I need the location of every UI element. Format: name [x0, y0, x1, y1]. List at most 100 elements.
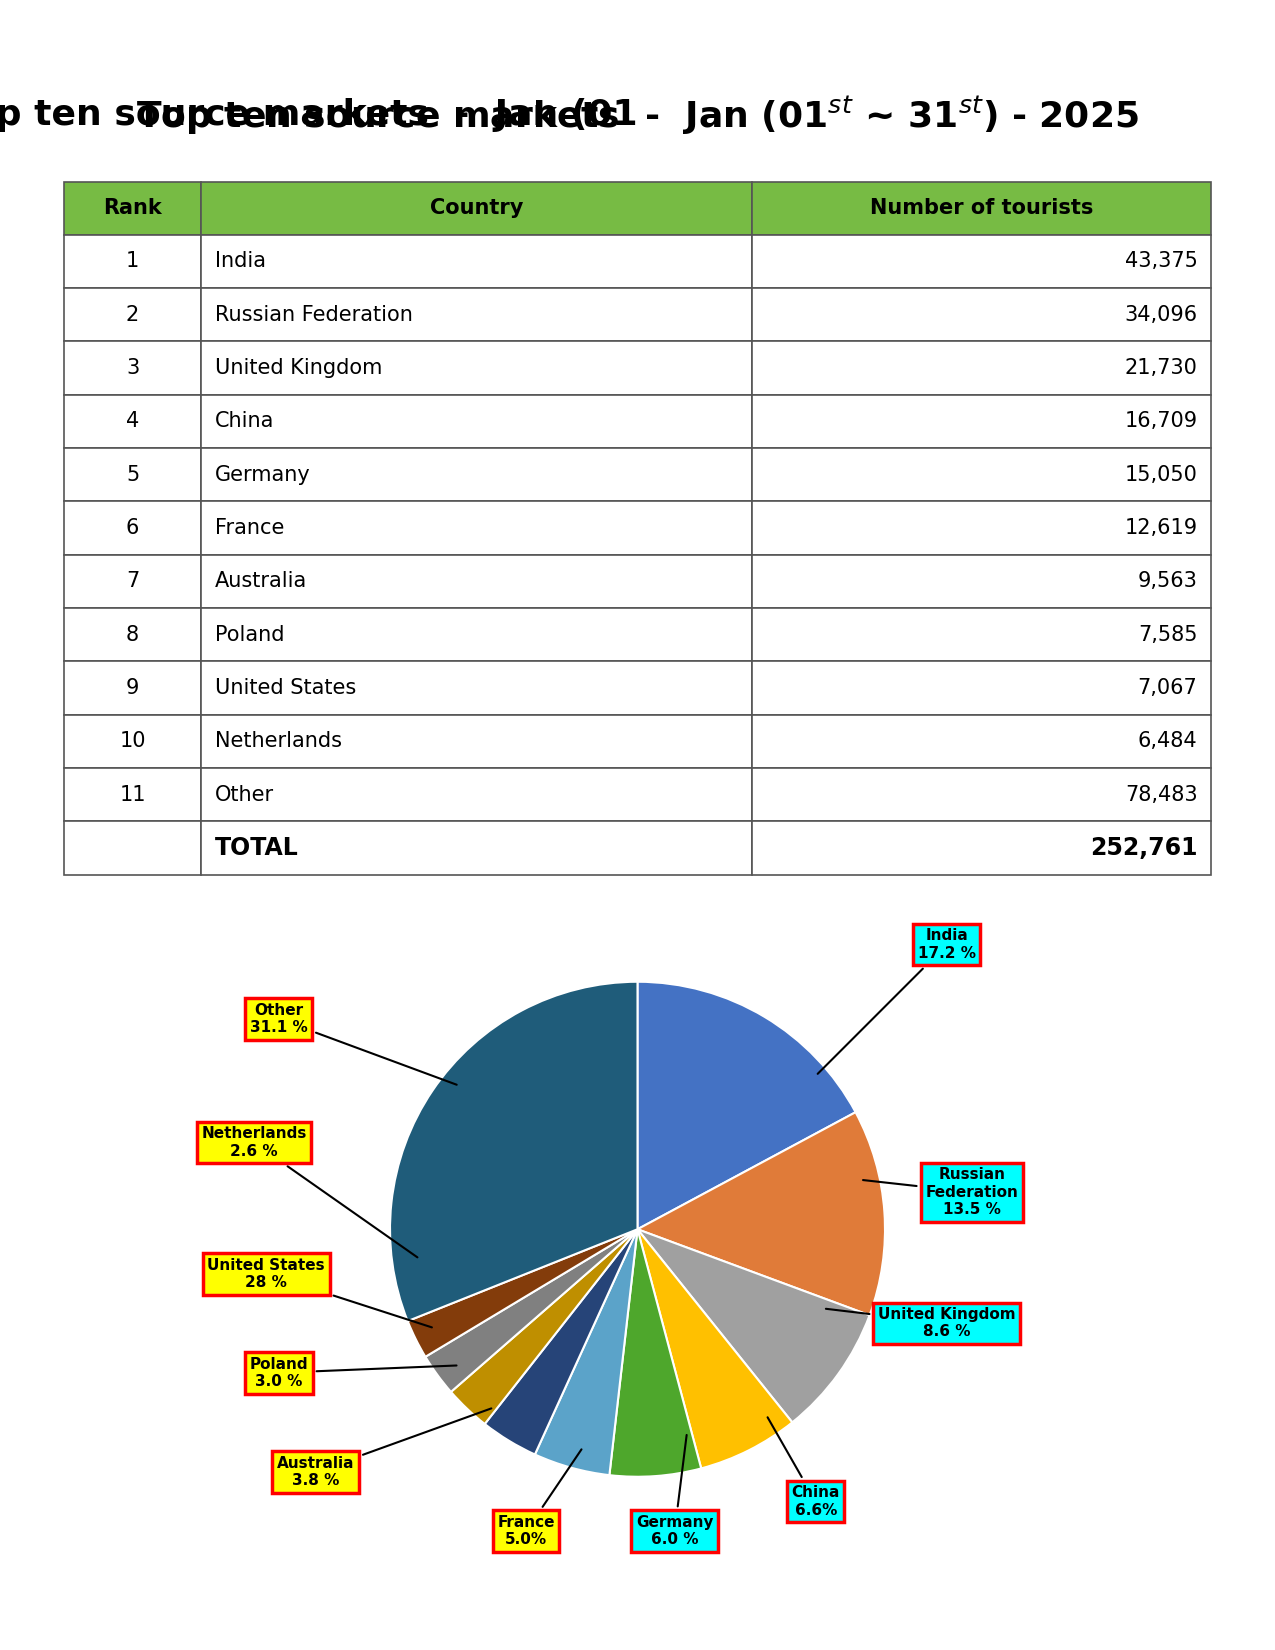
FancyBboxPatch shape: [752, 502, 1211, 554]
FancyBboxPatch shape: [752, 662, 1211, 714]
Text: 9,563: 9,563: [1137, 571, 1197, 591]
Text: Australia: Australia: [215, 571, 307, 591]
FancyBboxPatch shape: [201, 554, 752, 607]
Text: Poland: Poland: [215, 625, 284, 645]
FancyBboxPatch shape: [64, 822, 201, 875]
FancyBboxPatch shape: [201, 182, 752, 234]
Text: Other
31.1 %: Other 31.1 %: [250, 1003, 456, 1084]
Text: Top ten source markets  -  Jan (01: Top ten source markets - Jan (01: [0, 99, 638, 132]
Wedge shape: [484, 1229, 638, 1454]
Wedge shape: [451, 1229, 638, 1424]
FancyBboxPatch shape: [752, 554, 1211, 607]
Text: 21,730: 21,730: [1125, 358, 1197, 378]
Text: Netherlands
2.6 %: Netherlands 2.6 %: [201, 1127, 417, 1257]
FancyBboxPatch shape: [201, 289, 752, 342]
Text: Netherlands: Netherlands: [215, 731, 342, 751]
Text: Australia
3.8 %: Australia 3.8 %: [277, 1409, 491, 1488]
FancyBboxPatch shape: [752, 234, 1211, 289]
FancyBboxPatch shape: [64, 182, 201, 234]
Text: Russian
Federation
13.5 %: Russian Federation 13.5 %: [863, 1167, 1017, 1218]
FancyBboxPatch shape: [752, 182, 1211, 234]
Text: 252,761: 252,761: [1090, 837, 1197, 860]
FancyBboxPatch shape: [752, 394, 1211, 449]
Text: 7,067: 7,067: [1137, 678, 1197, 698]
FancyBboxPatch shape: [201, 502, 752, 554]
Text: China: China: [215, 411, 274, 431]
Text: 4: 4: [126, 411, 139, 431]
Text: 15,050: 15,050: [1125, 465, 1197, 485]
FancyBboxPatch shape: [64, 767, 201, 822]
Text: 6,484: 6,484: [1137, 731, 1197, 751]
Text: 78,483: 78,483: [1125, 784, 1197, 805]
Text: France
5.0%: France 5.0%: [497, 1449, 581, 1548]
Wedge shape: [536, 1229, 638, 1475]
Text: 5: 5: [126, 465, 139, 485]
Text: Other: Other: [215, 784, 274, 805]
Text: 34,096: 34,096: [1125, 305, 1197, 325]
Text: 43,375: 43,375: [1125, 251, 1197, 272]
FancyBboxPatch shape: [64, 394, 201, 449]
FancyBboxPatch shape: [64, 449, 201, 502]
FancyBboxPatch shape: [752, 449, 1211, 502]
Text: 3: 3: [126, 358, 139, 378]
FancyBboxPatch shape: [752, 767, 1211, 822]
Text: Germany: Germany: [215, 465, 311, 485]
Text: Number of tourists: Number of tourists: [870, 198, 1094, 218]
FancyBboxPatch shape: [752, 607, 1211, 662]
Text: India: India: [215, 251, 266, 272]
FancyBboxPatch shape: [201, 449, 752, 502]
FancyBboxPatch shape: [752, 822, 1211, 875]
Wedge shape: [638, 1229, 870, 1422]
FancyBboxPatch shape: [64, 607, 201, 662]
Wedge shape: [426, 1229, 638, 1393]
FancyBboxPatch shape: [201, 234, 752, 289]
Text: 10: 10: [120, 731, 145, 751]
Text: United States: United States: [215, 678, 357, 698]
Text: Poland
3.0 %: Poland 3.0 %: [250, 1356, 456, 1389]
Wedge shape: [408, 1229, 638, 1356]
Wedge shape: [638, 1112, 885, 1315]
Wedge shape: [638, 1229, 792, 1468]
Text: 11: 11: [120, 784, 145, 805]
FancyBboxPatch shape: [752, 289, 1211, 342]
FancyBboxPatch shape: [201, 767, 752, 822]
FancyBboxPatch shape: [201, 714, 752, 767]
Wedge shape: [609, 1229, 701, 1477]
Text: 7: 7: [126, 571, 139, 591]
Text: TOTAL: TOTAL: [215, 837, 298, 860]
FancyBboxPatch shape: [201, 342, 752, 394]
Text: 6: 6: [126, 518, 139, 538]
FancyBboxPatch shape: [201, 607, 752, 662]
Text: 8: 8: [126, 625, 139, 645]
Text: Rank: Rank: [103, 198, 162, 218]
Text: 7,585: 7,585: [1139, 625, 1197, 645]
Text: Country: Country: [430, 198, 524, 218]
Text: Germany
6.0 %: Germany 6.0 %: [636, 1436, 714, 1548]
FancyBboxPatch shape: [64, 234, 201, 289]
FancyBboxPatch shape: [201, 662, 752, 714]
Text: India
17.2 %: India 17.2 %: [817, 929, 975, 1074]
Text: China
6.6%: China 6.6%: [768, 1417, 840, 1518]
Text: United Kingdom
8.6 %: United Kingdom 8.6 %: [826, 1307, 1016, 1340]
Text: 16,709: 16,709: [1125, 411, 1197, 431]
Text: 9: 9: [126, 678, 139, 698]
FancyBboxPatch shape: [201, 394, 752, 449]
FancyBboxPatch shape: [201, 822, 752, 875]
FancyBboxPatch shape: [64, 342, 201, 394]
Text: 12,619: 12,619: [1125, 518, 1197, 538]
Text: 2: 2: [126, 305, 139, 325]
FancyBboxPatch shape: [752, 342, 1211, 394]
FancyBboxPatch shape: [752, 714, 1211, 767]
Wedge shape: [390, 982, 638, 1322]
FancyBboxPatch shape: [64, 502, 201, 554]
Text: Russian Federation: Russian Federation: [215, 305, 413, 325]
Text: France: France: [215, 518, 284, 538]
Text: United States
28 %: United States 28 %: [208, 1257, 432, 1327]
Text: United Kingdom: United Kingdom: [215, 358, 382, 378]
FancyBboxPatch shape: [64, 554, 201, 607]
Wedge shape: [638, 982, 856, 1229]
FancyBboxPatch shape: [64, 662, 201, 714]
FancyBboxPatch shape: [64, 289, 201, 342]
Text: 1: 1: [126, 251, 139, 272]
FancyBboxPatch shape: [64, 714, 201, 767]
